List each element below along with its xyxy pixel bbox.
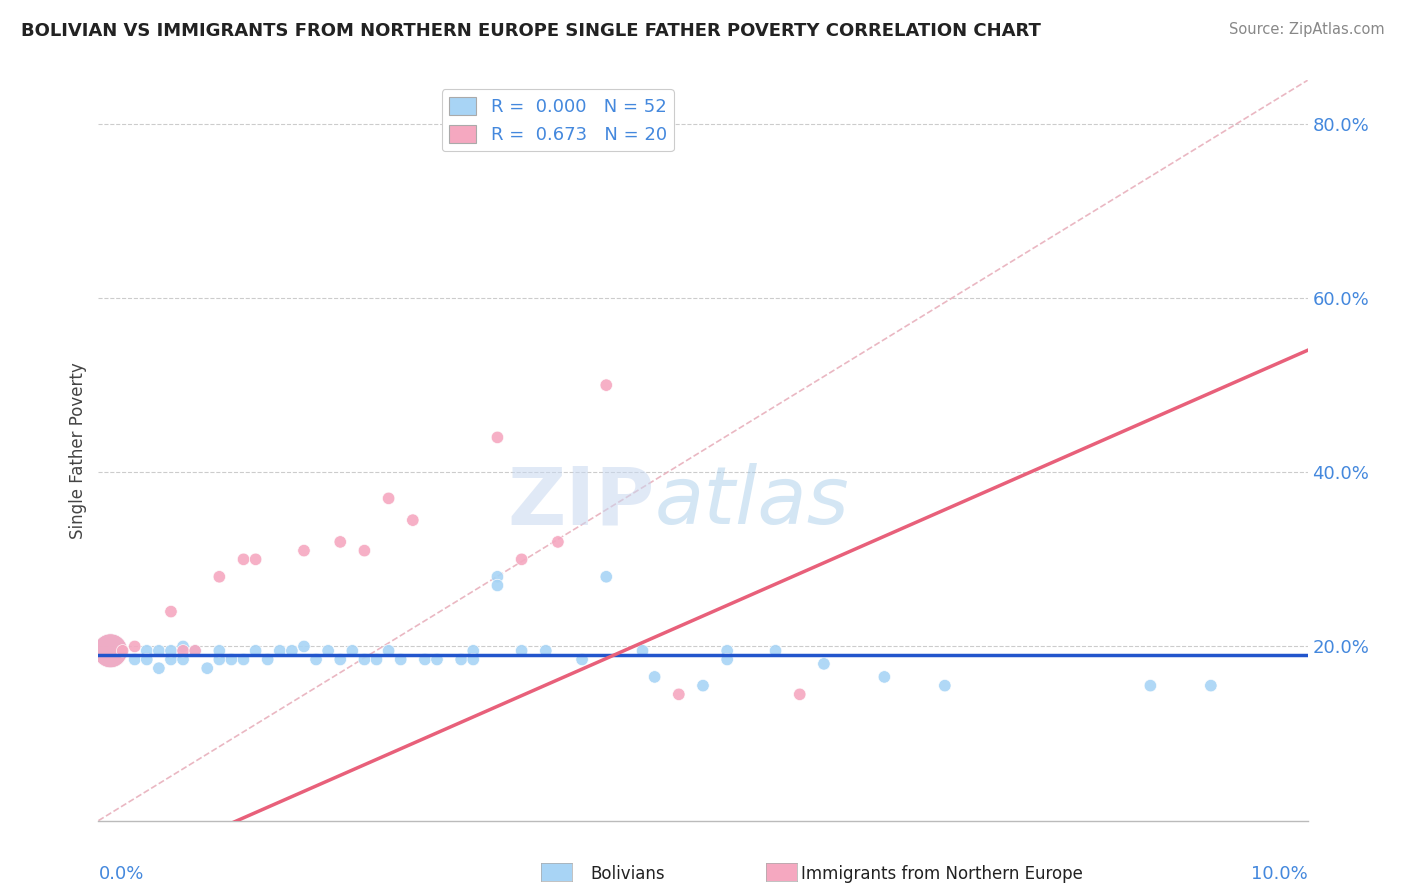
Point bbox=[765, 644, 787, 658]
Point bbox=[366, 652, 388, 666]
Point bbox=[100, 644, 122, 658]
Point bbox=[232, 652, 254, 666]
Point bbox=[571, 652, 593, 666]
Point bbox=[292, 640, 315, 654]
Point bbox=[269, 644, 291, 658]
Text: ZIP: ZIP bbox=[508, 463, 655, 541]
Point bbox=[426, 652, 449, 666]
Text: BOLIVIAN VS IMMIGRANTS FROM NORTHERN EUROPE SINGLE FATHER POVERTY CORRELATION CH: BOLIVIAN VS IMMIGRANTS FROM NORTHERN EUR… bbox=[21, 22, 1040, 40]
Point bbox=[486, 430, 509, 444]
Point bbox=[342, 644, 364, 658]
Point bbox=[245, 644, 267, 658]
Text: 0.0%: 0.0% bbox=[98, 865, 143, 883]
Point bbox=[389, 652, 412, 666]
Point bbox=[595, 378, 617, 392]
Point bbox=[172, 640, 194, 654]
Point bbox=[486, 570, 509, 584]
Point bbox=[329, 652, 352, 666]
Point bbox=[631, 644, 654, 658]
Y-axis label: Single Father Poverty: Single Father Poverty bbox=[69, 362, 87, 539]
Point bbox=[692, 679, 714, 693]
Point bbox=[195, 661, 218, 675]
Point bbox=[124, 640, 146, 654]
Point bbox=[716, 644, 738, 658]
Point bbox=[510, 644, 533, 658]
Point bbox=[135, 652, 157, 666]
Point bbox=[486, 578, 509, 592]
Point bbox=[305, 652, 328, 666]
Point bbox=[377, 491, 399, 506]
Point bbox=[184, 644, 207, 658]
Text: Source: ZipAtlas.com: Source: ZipAtlas.com bbox=[1229, 22, 1385, 37]
Point bbox=[208, 644, 231, 658]
Point bbox=[148, 661, 170, 675]
Point bbox=[547, 535, 569, 549]
Point bbox=[813, 657, 835, 671]
Point bbox=[450, 652, 472, 666]
Point bbox=[292, 543, 315, 558]
Point bbox=[873, 670, 896, 684]
Point bbox=[510, 552, 533, 566]
Point bbox=[148, 644, 170, 658]
Point bbox=[934, 679, 956, 693]
Point bbox=[232, 552, 254, 566]
Point bbox=[184, 644, 207, 658]
Text: 10.0%: 10.0% bbox=[1251, 865, 1308, 883]
Point bbox=[281, 644, 304, 658]
Point bbox=[111, 644, 134, 658]
Point bbox=[256, 652, 278, 666]
Point bbox=[329, 535, 352, 549]
Point bbox=[208, 570, 231, 584]
Point bbox=[208, 652, 231, 666]
Point bbox=[377, 644, 399, 658]
Point bbox=[353, 652, 375, 666]
Text: Immigrants from Northern Europe: Immigrants from Northern Europe bbox=[801, 865, 1083, 883]
Point bbox=[595, 570, 617, 584]
Point bbox=[463, 644, 485, 658]
Point bbox=[245, 552, 267, 566]
Point bbox=[668, 687, 690, 701]
Text: atlas: atlas bbox=[655, 463, 849, 541]
Point bbox=[353, 543, 375, 558]
Point bbox=[172, 652, 194, 666]
Point bbox=[160, 652, 183, 666]
Point bbox=[124, 652, 146, 666]
Point bbox=[716, 652, 738, 666]
Point bbox=[534, 644, 557, 658]
Point bbox=[316, 644, 339, 658]
Legend: R =  0.000   N = 52, R =  0.673   N = 20: R = 0.000 N = 52, R = 0.673 N = 20 bbox=[441, 89, 673, 152]
Point bbox=[111, 644, 134, 658]
Point bbox=[221, 652, 243, 666]
Point bbox=[1199, 679, 1222, 693]
Point bbox=[413, 652, 436, 666]
Point bbox=[789, 687, 811, 701]
Point bbox=[160, 605, 183, 619]
Text: Bolivians: Bolivians bbox=[591, 865, 665, 883]
Point bbox=[402, 513, 425, 527]
Point bbox=[1139, 679, 1161, 693]
Point bbox=[135, 644, 157, 658]
Point bbox=[644, 670, 666, 684]
Point bbox=[463, 652, 485, 666]
Point bbox=[160, 644, 183, 658]
Point bbox=[100, 644, 122, 658]
Point bbox=[172, 644, 194, 658]
